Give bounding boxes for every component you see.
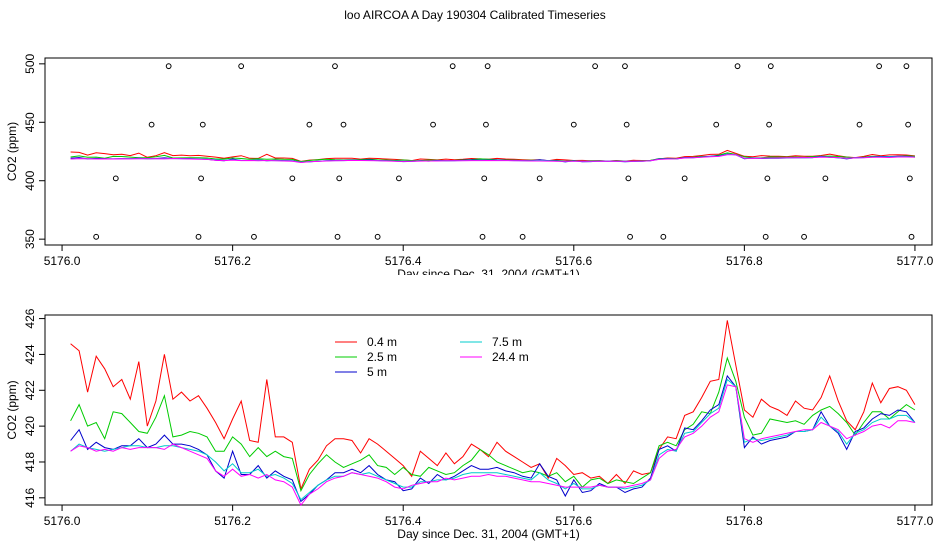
x-tick-label: 5176.8: [726, 514, 763, 528]
y-axis-label: CO2 (ppm): [5, 122, 19, 181]
calibration-point: [764, 175, 771, 182]
calibration-point: [519, 233, 526, 240]
calibration-point: [238, 63, 245, 70]
calibration-point: [627, 233, 633, 240]
y-tick-label: 450: [23, 112, 37, 132]
series-line-upper: [70, 154, 915, 164]
calibration-point: [93, 233, 100, 240]
calibration-point: [332, 63, 338, 70]
calibration-point: [306, 121, 313, 128]
calibration-point: [430, 121, 436, 128]
calibration-point: [592, 63, 599, 70]
calibration-point: [570, 121, 577, 128]
y-tick-label: 418: [23, 452, 37, 472]
calibration-point: [681, 175, 688, 182]
series-line: [70, 374, 916, 503]
y-tick-label: 426: [23, 308, 37, 328]
calibration-point: [449, 63, 456, 70]
x-tick-label: 5176.4: [385, 514, 422, 528]
series-line: [70, 378, 916, 501]
calibration-point: [903, 63, 910, 70]
calibration-point: [483, 121, 489, 128]
calibration-point: [479, 233, 486, 240]
calibration-point: [625, 175, 632, 182]
calibration-scatter-chart: 5176.0 5176.2 5176.4 5176.6 5176.8 5177.0 350 4…: [5, 54, 934, 275]
calibration-point: [195, 233, 202, 240]
x-tick-label: 5176.0: [44, 254, 81, 268]
legend-label: 2.5 m: [367, 350, 397, 364]
calibration-point: [148, 121, 155, 128]
calibration-point: [336, 175, 343, 182]
y-axis-label: CO2 (ppm): [5, 380, 19, 439]
calibration-point: [112, 175, 119, 182]
calibration-point: [334, 233, 341, 240]
calibration-point: [856, 121, 863, 128]
calibration-point: [660, 233, 667, 240]
calibration-point: [340, 121, 347, 128]
calibration-point: [762, 233, 769, 240]
calibration-point: [484, 63, 491, 70]
series-line: [70, 356, 916, 493]
legend-label: 7.5 m: [492, 335, 522, 349]
calibration-point: [481, 175, 488, 182]
calibration-point: [251, 233, 257, 240]
y-tick-label: 416: [23, 487, 37, 507]
y-tick-label: 500: [23, 54, 37, 74]
plot-frame: [44, 314, 933, 506]
series-line-upper: [70, 149, 915, 162]
series-line: [70, 320, 916, 491]
legend-label: 24.4 m: [492, 350, 529, 364]
calibration-point: [199, 121, 206, 128]
page-title: loo AIRCOA A Day 190304 Calibrated Times…: [344, 8, 606, 22]
x-tick-label: 5177.0: [897, 514, 934, 528]
y-tick-label: 350: [23, 229, 37, 249]
y-tick-label: 422: [23, 380, 37, 400]
calibration-point: [165, 63, 172, 70]
calibration-point: [822, 175, 829, 182]
calibration-point: [536, 175, 543, 182]
series-line-upper: [70, 152, 915, 163]
calibration-point: [289, 175, 296, 182]
calibration-point: [876, 63, 883, 70]
calibration-point: [906, 175, 913, 182]
calibration-point: [396, 175, 402, 182]
calibration-point: [198, 175, 204, 182]
x-tick-label: 5176.2: [214, 514, 251, 528]
y-tick-label: 400: [23, 170, 37, 190]
x-tick-label: 5176.8: [726, 254, 763, 268]
x-axis-label: Day since Dec. 31, 2004 (GMT+1): [397, 267, 579, 275]
calibration-point: [905, 121, 912, 128]
calibration-point: [622, 63, 628, 70]
series-line: [70, 384, 915, 506]
calibration-point: [623, 121, 630, 128]
legend-label: 5 m: [367, 365, 387, 379]
legend-label: 0.4 m: [367, 335, 397, 349]
x-tick-label: 5176.4: [385, 254, 422, 268]
calibration-point: [713, 121, 720, 128]
x-axis-label: Day since Dec. 31, 2004 (GMT+1): [397, 527, 579, 541]
calibration-point: [734, 63, 741, 70]
calibration-point: [801, 233, 807, 240]
x-tick-label: 5176.2: [214, 254, 251, 268]
plot-frame: [44, 57, 933, 246]
y-tick-label: 420: [23, 416, 37, 436]
calibration-point: [908, 233, 915, 240]
x-tick-label: 5176.6: [555, 254, 592, 268]
co2-timeseries-line-chart: 5176.0 5176.2 5176.4 5176.6 5176.8 5177.0 416 4…: [5, 308, 934, 541]
y-tick-label: 424: [23, 344, 37, 364]
calibration-point: [374, 233, 381, 240]
calibration-point: [766, 121, 772, 128]
x-tick-label: 5176.0: [44, 514, 81, 528]
x-tick-label: 5177.0: [897, 254, 934, 268]
x-tick-label: 5176.6: [555, 514, 592, 528]
calibration-point: [767, 63, 774, 70]
